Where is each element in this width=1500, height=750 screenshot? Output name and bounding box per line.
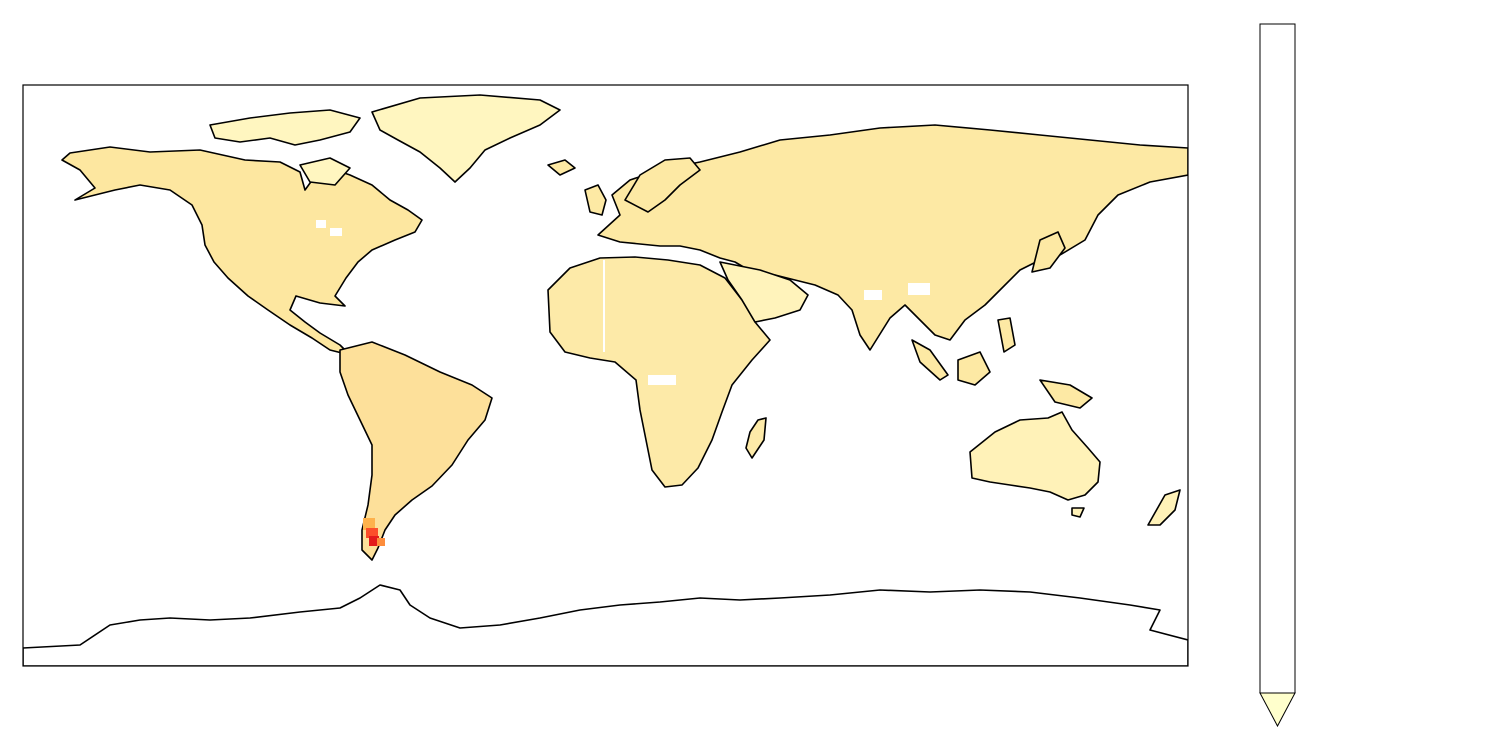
land-uk: [584, 184, 607, 216]
land-south-america: [339, 341, 493, 561]
map-panel: [23, 85, 1188, 666]
map-frame: [22, 84, 1189, 667]
colorbar-outline: [1259, 23, 1296, 694]
land-arctic-islands: [209, 109, 361, 146]
land-antarctica: [23, 584, 1188, 666]
land-sumatra: [911, 339, 949, 381]
land-madagascar: [745, 417, 767, 459]
land-borneo: [957, 351, 991, 386]
land-new-zealand: [1147, 489, 1181, 526]
colorbar: [1259, 23, 1296, 728]
land-iceland: [547, 159, 576, 176]
land-australia: [969, 411, 1101, 501]
land-masses: [23, 94, 1188, 666]
sif-hotspot: [363, 518, 385, 546]
colorbar-fill: [1260, 24, 1295, 693]
land-arabia: [719, 261, 809, 323]
colorbar-extend-triangle: [1259, 692, 1296, 728]
land-hudson-island: [299, 157, 351, 186]
land-scandinavia: [624, 157, 701, 213]
land-tasmania: [1071, 507, 1085, 518]
land-greenland: [371, 94, 561, 183]
land-new-guinea: [1039, 379, 1093, 409]
land-philippines: [997, 317, 1016, 353]
no-data-patches: [316, 220, 930, 385]
land-japan: [1031, 231, 1066, 273]
